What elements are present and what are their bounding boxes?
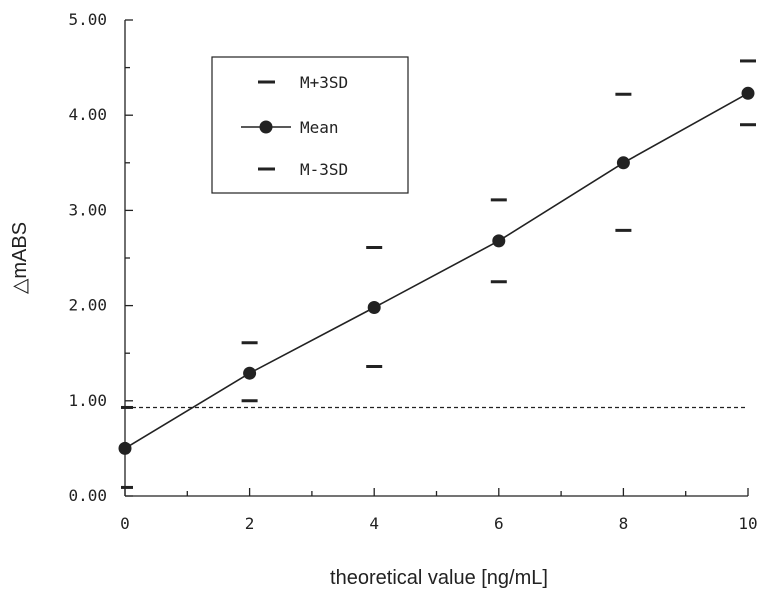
legend-mplus3sd-label: M+3SD bbox=[300, 73, 348, 92]
y-axis-title: △mABS bbox=[9, 222, 31, 294]
mean-line bbox=[124, 92, 749, 450]
x-tick-labels: 0 2 4 6 8 10 bbox=[120, 514, 757, 533]
x-axis-title: theoretical value [ng/mL] bbox=[330, 567, 548, 589]
legend-box bbox=[211, 56, 409, 194]
mean-point bbox=[243, 366, 257, 380]
axes bbox=[124, 19, 749, 497]
y-tick-label: 3.00 bbox=[68, 200, 107, 219]
x-tick-label: 8 bbox=[619, 514, 629, 533]
mean-point bbox=[616, 156, 630, 170]
y-tick-label: 4.00 bbox=[68, 105, 107, 124]
mean-point bbox=[367, 301, 381, 315]
legend-mean-label: Mean bbox=[300, 118, 339, 137]
legend-mean-marker bbox=[259, 120, 273, 134]
y-tick-label: 2.00 bbox=[68, 296, 107, 315]
mean-point bbox=[492, 234, 506, 248]
x-tick-label: 0 bbox=[120, 514, 130, 533]
mean-point bbox=[118, 441, 132, 455]
mean-point bbox=[741, 86, 755, 100]
x-tick-label: 2 bbox=[245, 514, 255, 533]
y-tick-label: 0.00 bbox=[68, 486, 107, 505]
series-layer bbox=[118, 59, 756, 489]
x-tick-label: 10 bbox=[738, 514, 757, 533]
y-tick-labels: 0.00 1.00 2.00 3.00 4.00 5.00 bbox=[68, 10, 107, 505]
y-tick-label: 5.00 bbox=[68, 10, 107, 29]
legend: M+3SD Mean M-3SD bbox=[211, 56, 409, 194]
y-tick-label: 1.00 bbox=[68, 391, 107, 410]
x-tick-label: 4 bbox=[369, 514, 379, 533]
x-tick-label: 6 bbox=[494, 514, 504, 533]
legend-mminus3sd-label: M-3SD bbox=[300, 160, 348, 179]
